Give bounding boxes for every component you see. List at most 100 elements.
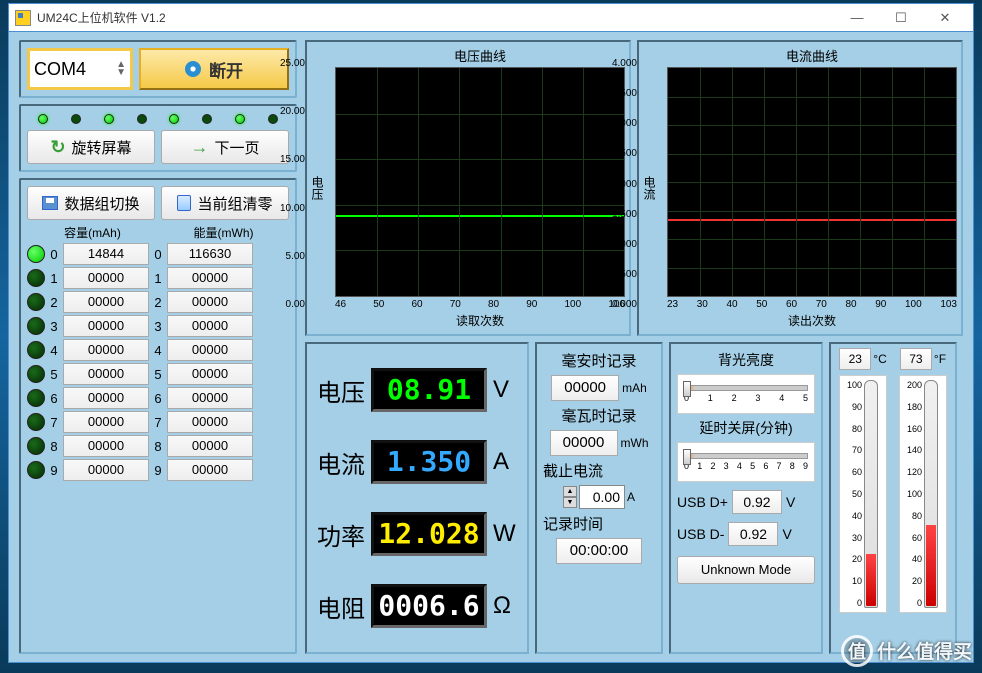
cutoff-label: 截止电流	[543, 460, 655, 481]
voltage-chart: 电压曲线 电压 25.0020.0015.0010.005.000.00 465…	[305, 40, 631, 336]
group-capacity[interactable]: 00000	[63, 435, 149, 457]
next-icon	[190, 137, 208, 158]
resist-value: 0006.6	[371, 584, 487, 628]
usb-mode-button[interactable]: Unknown Mode	[677, 556, 815, 584]
close-button[interactable]: ✕	[923, 7, 967, 29]
mwh-value: 00000	[550, 430, 618, 456]
group-capacity[interactable]: 00000	[63, 387, 149, 409]
group-led	[27, 293, 45, 311]
group-capacity[interactable]: 14844	[63, 243, 149, 265]
group-capacity[interactable]: 00000	[63, 459, 149, 481]
refresh-icon	[185, 61, 201, 77]
maximize-button[interactable]: ☐	[879, 7, 923, 29]
screenoff-slider[interactable]: 0123456789	[677, 442, 815, 482]
usb-dp-unit: V	[786, 494, 795, 510]
group-capacity[interactable]: 00000	[63, 267, 149, 289]
power-unit: W	[493, 520, 517, 548]
group-led	[27, 269, 45, 287]
resist-unit: Ω	[493, 592, 517, 620]
temp-f-unit: °F	[934, 352, 946, 366]
clear-icon	[177, 195, 191, 211]
mwh-label: 毫瓦时记录	[543, 405, 655, 426]
disconnect-button[interactable]: 断开	[139, 48, 289, 90]
app-window: UM24C上位机软件 V1.2 — ☐ ✕ COM4 ▲▼ 断开	[8, 3, 974, 663]
group-capacity[interactable]: 00000	[63, 411, 149, 433]
current-xlabel: 读出次数	[667, 312, 957, 329]
clear-group-label: 当前组清零	[197, 193, 272, 214]
group-idx: 8	[48, 439, 60, 454]
group-idx2: 4	[152, 343, 164, 358]
group-idx2: 3	[152, 319, 164, 334]
next-page-button[interactable]: 下一页	[161, 130, 289, 164]
group-energy[interactable]: 00000	[167, 387, 253, 409]
group-idx2: 2	[152, 295, 164, 310]
power-label: 功率	[317, 517, 365, 552]
watermark: 值什么值得买	[841, 635, 972, 667]
group-row: 700000700000	[27, 411, 289, 433]
voltage-unit: V	[493, 376, 517, 404]
minimize-button[interactable]: —	[835, 7, 879, 29]
usb-dm-value: 0.92	[728, 522, 778, 546]
voltage-xlabel: 读取次数	[335, 312, 625, 329]
rotate-icon	[50, 137, 65, 158]
mah-label: 毫安时记录	[543, 350, 655, 371]
thermometer-f: 200180160140120100806040200	[899, 375, 947, 613]
rotate-screen-button[interactable]: 旋转屏幕	[27, 130, 155, 164]
group-led	[27, 413, 45, 431]
rectime-value: 00:00:00	[556, 538, 642, 564]
group-energy[interactable]: 00000	[167, 291, 253, 313]
app-icon	[15, 10, 31, 26]
group-capacity[interactable]: 00000	[63, 363, 149, 385]
group-energy[interactable]: 00000	[167, 315, 253, 337]
group-idx: 7	[48, 415, 60, 430]
mah-unit: mAh	[622, 381, 647, 395]
group-row: 400000400000	[27, 339, 289, 361]
group-energy[interactable]: 00000	[167, 435, 253, 457]
recording-panel: 毫安时记录 00000mAh 毫瓦时记录 00000mWh 截止电流 ▲▼ 0.…	[535, 342, 663, 654]
group-row: 900000900000	[27, 459, 289, 481]
group-idx: 4	[48, 343, 60, 358]
group-led	[27, 389, 45, 407]
group-led	[27, 365, 45, 383]
group-capacity[interactable]: 00000	[63, 291, 149, 313]
cutoff-spinner[interactable]: ▲▼	[563, 486, 577, 508]
group-idx2: 6	[152, 391, 164, 406]
group-row: 300000300000	[27, 315, 289, 337]
group-idx: 6	[48, 391, 60, 406]
backlight-label: 背光亮度	[677, 350, 815, 370]
group-row: 800000800000	[27, 435, 289, 457]
com-port-select[interactable]: COM4 ▲▼	[27, 48, 133, 90]
next-label: 下一页	[214, 137, 259, 158]
clear-group-button[interactable]: 当前组清零	[161, 186, 289, 220]
current-chart-title: 电流曲线	[667, 46, 957, 65]
cutoff-value[interactable]: 0.00	[579, 485, 625, 509]
current-label: 电流	[317, 445, 365, 480]
usb-dp-label: USB D+	[677, 494, 728, 510]
group-led	[27, 341, 45, 359]
group-energy[interactable]: 00000	[167, 459, 253, 481]
switch-group-label: 数据组切换	[64, 193, 139, 214]
voltage-chart-title: 电压曲线	[335, 46, 625, 65]
power-value: 12.028	[371, 512, 487, 556]
rotate-label: 旋转屏幕	[72, 137, 132, 158]
group-energy[interactable]: 00000	[167, 339, 253, 361]
switch-group-button[interactable]: 数据组切换	[27, 186, 155, 220]
group-energy[interactable]: 00000	[167, 411, 253, 433]
backlight-slider[interactable]: 012345	[677, 374, 815, 414]
group-energy[interactable]: 00000	[167, 267, 253, 289]
mwh-unit: mWh	[621, 436, 649, 450]
group-idx2: 0	[152, 247, 164, 262]
voltage-label: 电压	[317, 373, 365, 408]
group-idx: 3	[48, 319, 60, 334]
sliders-panel: 背光亮度 012345 延时关屏(分钟) 0123456789 USB D+0.…	[669, 342, 823, 654]
capacity-header: 容量(mAh)	[27, 224, 158, 241]
group-row: 100000100000	[27, 267, 289, 289]
group-energy[interactable]: 00000	[167, 363, 253, 385]
group-energy[interactable]: 116630	[167, 243, 253, 265]
group-capacity[interactable]: 00000	[63, 315, 149, 337]
group-row: 500000500000	[27, 363, 289, 385]
current-unit: A	[493, 448, 517, 476]
group-idx2: 5	[152, 367, 164, 382]
group-idx2: 1	[152, 271, 164, 286]
group-capacity[interactable]: 00000	[63, 339, 149, 361]
